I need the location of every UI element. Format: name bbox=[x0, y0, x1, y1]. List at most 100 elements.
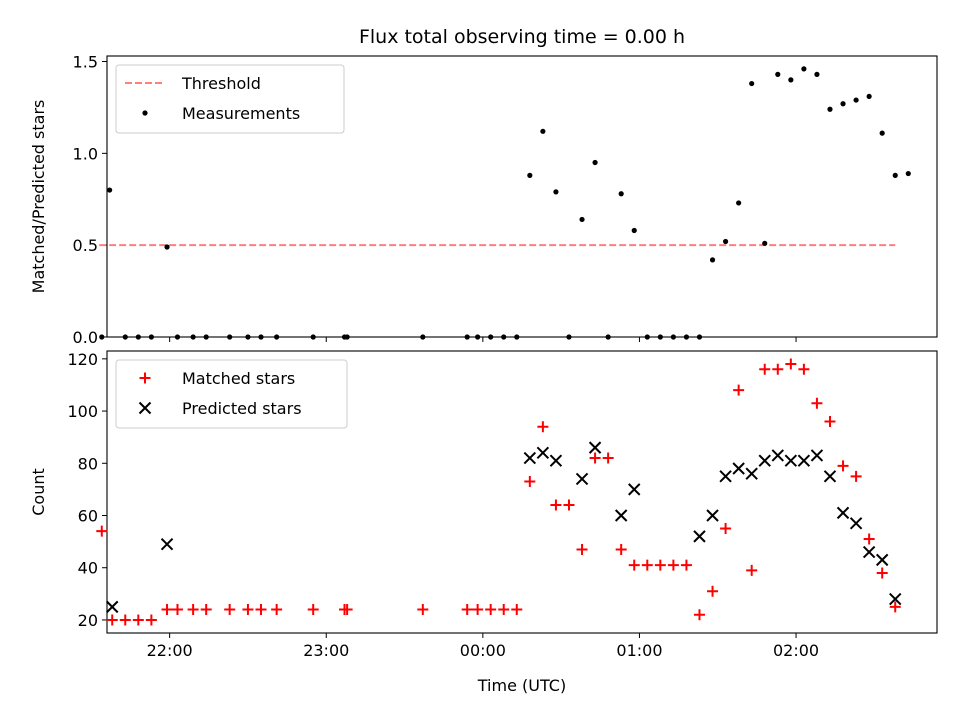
legend-box bbox=[115, 64, 345, 134]
data-point bbox=[310, 334, 316, 340]
data-point bbox=[849, 517, 863, 530]
x-tick-label: 22:00 bbox=[147, 641, 193, 660]
legend-label: Threshold bbox=[181, 74, 261, 93]
data-point bbox=[475, 334, 481, 340]
data-point bbox=[550, 499, 562, 511]
data-point bbox=[341, 604, 353, 615]
data-point bbox=[271, 604, 283, 615]
data-point bbox=[736, 200, 742, 206]
data-point bbox=[119, 614, 131, 626]
data-point bbox=[106, 600, 119, 614]
data-point bbox=[122, 334, 128, 340]
data-point bbox=[307, 604, 319, 615]
data-point bbox=[853, 97, 859, 103]
data-point bbox=[719, 470, 732, 483]
data-point bbox=[523, 451, 537, 465]
data-point bbox=[472, 604, 484, 615]
data-point bbox=[824, 416, 836, 427]
data-point bbox=[693, 530, 706, 543]
data-point bbox=[553, 189, 559, 195]
data-point bbox=[579, 216, 585, 223]
data-point bbox=[654, 559, 666, 571]
legend: Threshold Measurements bbox=[115, 64, 345, 134]
series-x bbox=[106, 441, 902, 614]
y-tick-label: 1.0 bbox=[73, 144, 98, 163]
legend: Matched stars Predicted stars bbox=[115, 359, 348, 429]
data-point bbox=[850, 470, 862, 482]
data-point bbox=[866, 93, 872, 100]
data-point bbox=[905, 170, 911, 177]
data-point bbox=[589, 452, 601, 464]
data-point bbox=[148, 334, 154, 340]
data-point bbox=[461, 604, 473, 615]
data-point bbox=[171, 604, 183, 615]
data-point bbox=[255, 604, 267, 615]
chart-title: Flux total observing time = 0.00 h bbox=[359, 26, 685, 48]
data-point bbox=[614, 509, 628, 522]
data-point bbox=[242, 604, 254, 615]
data-point bbox=[200, 604, 212, 615]
data-point bbox=[142, 110, 148, 116]
data-point bbox=[772, 363, 784, 375]
x-tick-label: 01:00 bbox=[616, 641, 662, 660]
data-point bbox=[514, 334, 520, 340]
data-point bbox=[811, 397, 823, 409]
data-point bbox=[575, 472, 589, 486]
data-point bbox=[227, 334, 233, 340]
data-point bbox=[889, 592, 902, 606]
y-tick-label: 60 bbox=[78, 507, 98, 526]
data-point bbox=[174, 334, 181, 340]
y-tick-label: 20 bbox=[78, 611, 98, 630]
data-point bbox=[190, 334, 196, 340]
data-point bbox=[785, 358, 797, 370]
data-point bbox=[749, 80, 755, 87]
data-point bbox=[837, 460, 849, 472]
y-tick-label: 100 bbox=[67, 402, 98, 421]
data-point bbox=[464, 334, 470, 340]
data-point bbox=[814, 71, 820, 77]
y-tick-label: 0.5 bbox=[73, 236, 98, 255]
data-point bbox=[576, 543, 588, 555]
data-point bbox=[631, 227, 637, 234]
data-point bbox=[876, 567, 888, 579]
data-point bbox=[641, 559, 653, 571]
data-point bbox=[706, 509, 719, 522]
data-point bbox=[628, 483, 641, 496]
data-point bbox=[164, 244, 170, 250]
data-point bbox=[511, 604, 523, 615]
data-point bbox=[537, 421, 549, 433]
data-point bbox=[224, 604, 236, 615]
data-point bbox=[563, 499, 575, 511]
data-point bbox=[892, 172, 898, 178]
y-tick-label: 80 bbox=[78, 454, 98, 473]
data-point bbox=[139, 372, 151, 384]
data-point bbox=[527, 172, 533, 178]
data-point bbox=[667, 559, 679, 571]
data-point bbox=[823, 470, 837, 483]
data-point bbox=[96, 525, 108, 537]
data-point bbox=[160, 538, 174, 551]
data-point bbox=[745, 467, 758, 480]
data-point bbox=[709, 257, 716, 263]
x-tick-label: 23:00 bbox=[303, 641, 349, 660]
data-point bbox=[135, 334, 141, 340]
data-point bbox=[801, 66, 807, 72]
data-point bbox=[592, 159, 598, 166]
data-point bbox=[862, 545, 876, 559]
data-point bbox=[733, 384, 745, 396]
data-point bbox=[788, 77, 794, 83]
series-plus bbox=[96, 358, 901, 626]
data-point bbox=[840, 101, 846, 107]
data-point bbox=[258, 334, 264, 340]
data-point bbox=[784, 454, 798, 467]
x-axis-label: Time (UTC) bbox=[477, 676, 566, 695]
data-point bbox=[732, 462, 745, 475]
data-point bbox=[274, 334, 280, 340]
data-point bbox=[810, 449, 824, 462]
data-point bbox=[417, 604, 429, 615]
y-tick-label: 40 bbox=[78, 559, 98, 578]
data-point bbox=[758, 454, 771, 467]
data-point bbox=[720, 523, 732, 535]
data-point bbox=[707, 585, 719, 597]
y-tick-label: 0.0 bbox=[73, 328, 98, 347]
